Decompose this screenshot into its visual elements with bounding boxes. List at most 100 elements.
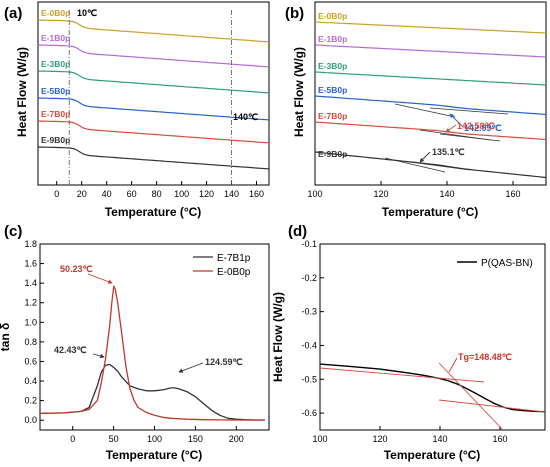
panel-b-xtick-label: 120 bbox=[373, 189, 388, 199]
panel-c-ytick-label: 1.6 bbox=[24, 259, 37, 269]
panel-c-ytick-label: 1.8 bbox=[24, 239, 37, 249]
tangent-d-step bbox=[438, 362, 504, 431]
panel-d-xtick-label: 120 bbox=[372, 434, 387, 444]
panel-c-ylabel: tan δ bbox=[0, 323, 12, 352]
panel-d: (d) 100 120 140 160 -0.6 -0.5 -0.4 -0.3 -0.2 -0.1… bbox=[271, 223, 546, 462]
panel-b-curve-e-0b0p bbox=[314, 21, 547, 34]
panel-b-arrow-0 bbox=[449, 113, 463, 127]
panel-c-ytick-label: 0.8 bbox=[24, 337, 37, 347]
panel-d-annot-leader bbox=[448, 357, 458, 373]
panel-a-annot-10: 10℃ bbox=[77, 8, 97, 18]
panel-d-frame bbox=[319, 243, 546, 431]
panel-d-xtick-label: 160 bbox=[492, 434, 507, 444]
panel-c-label: (c) bbox=[4, 223, 22, 240]
panel-d-xtick-label: 140 bbox=[432, 434, 447, 444]
panel-a-curve-e-9b0p bbox=[37, 146, 270, 170]
panel-c-ticks: 0 50 100 150 200 0.0 0.2 0.4 0.6 0.8 1.0 1.2 1.4 1.6 1… bbox=[24, 239, 243, 444]
panel-d-label: (d) bbox=[288, 223, 307, 240]
panel-d-ytick-label: -0.6 bbox=[301, 408, 317, 418]
panel-b-curve-e-1b0p bbox=[314, 44, 547, 58]
panel-b-tangents bbox=[384, 103, 509, 173]
panel-b-frame bbox=[314, 1, 547, 186]
panel-c-ytick-label: 0.2 bbox=[24, 396, 37, 406]
panel-b-tangent-0 bbox=[394, 103, 456, 118]
panel-c-xlabel: Temperature (°C) bbox=[106, 448, 203, 462]
panel-a-series-label-e-0b0p: E-0B0p bbox=[41, 8, 70, 18]
panel-a-series-label-e-3b0p: E-3B0p bbox=[41, 59, 70, 69]
panel-a-xlabel: Temperature (°C) bbox=[105, 205, 202, 219]
panel-c-arrow-peak2 bbox=[178, 362, 204, 373]
panel-b-series-label-e-9b0p: E-9B0p bbox=[318, 149, 347, 159]
panel-b-xtick-label: 160 bbox=[505, 189, 520, 199]
panel-b-annot-e5: 142.99℃ bbox=[464, 123, 502, 133]
panel-c-ytick-label: 0.4 bbox=[24, 376, 37, 386]
panel-a-xtick-label: 40 bbox=[102, 189, 112, 199]
panel-b-curve-e-7b0p bbox=[314, 121, 547, 141]
panel-c-curve-e-0b0p bbox=[39, 285, 265, 421]
panel-d-tangents bbox=[319, 362, 546, 431]
panel-b-tangent-1 bbox=[439, 133, 501, 142]
panel-b-curve-e-9b0p bbox=[314, 151, 547, 179]
panel-a-label: (a) bbox=[4, 5, 22, 22]
panel-a-xtick-label: 60 bbox=[127, 189, 137, 199]
panel-c-xtick-label: 50 bbox=[109, 434, 119, 444]
panel-c-ytick-label: 0.6 bbox=[24, 356, 37, 366]
legend-label-e0b0p: E-0B0p bbox=[217, 267, 251, 278]
panel-a-xtick-label: 80 bbox=[152, 189, 162, 199]
panel-b-curve-e-3b0p bbox=[314, 71, 547, 86]
panel-a-xtick-label: 20 bbox=[77, 189, 87, 199]
panel-b-curves: E-0B0p E-1B0p E-3B0p E-5B0p E-7B0p E-9B0p bbox=[314, 11, 547, 179]
tangent-d-final bbox=[438, 399, 546, 413]
panel-b-series-label-e-5b0p: E-5B0p bbox=[318, 85, 347, 95]
legend-label-e7b1p: E-7B1p bbox=[217, 253, 251, 264]
panel-a-xtick-label: 140 bbox=[224, 189, 239, 199]
panel-a-series-label-e-9b0p: E-9B0p bbox=[41, 135, 70, 145]
tangent-d-baseline bbox=[319, 367, 485, 383]
panel-b-xlabel: Temperature (°C) bbox=[382, 205, 479, 219]
panel-a-ylabel: Heat Flow (W/g) bbox=[15, 47, 29, 137]
panel-d-ticks: 100 120 140 160 -0.6 -0.5 -0.4 -0.3 -0.2 -0.1 bbox=[301, 239, 507, 444]
panel-a-curves: E-0B0p E-1B0p E-3B0p E-5B0p E-7B0p E-9B0p bbox=[37, 8, 270, 170]
panel-c-annot-peak-red: 50.23℃ bbox=[60, 264, 93, 274]
panel-a-curve-e-7b0p bbox=[37, 120, 270, 144]
panel-a-frame bbox=[37, 1, 270, 186]
panel-a-curve-e-5b0p bbox=[37, 97, 270, 121]
panel-b-ylabel: Heat Flow (W/g) bbox=[292, 47, 306, 137]
panel-b-label: (b) bbox=[285, 5, 304, 22]
panel-c-arrow-black bbox=[92, 353, 105, 359]
panel-c-xtick-label: 200 bbox=[229, 434, 244, 444]
panel-a-xtick-label: 160 bbox=[249, 189, 264, 199]
panel-b: (b) 100 120 140 160 E-0B0p E-1B0p E-3B0p E-5B0… bbox=[285, 1, 547, 219]
panel-d-ylabel: Heat Flow (W/g) bbox=[271, 292, 285, 382]
panel-a-xtick-label: 120 bbox=[199, 189, 214, 199]
panel-c: (c) 0 50 100 150 200 0.0 0.2 0.4 0.6 0.8 1.0 1.2 1.4… bbox=[0, 223, 270, 462]
panel-d-curves bbox=[319, 363, 546, 413]
panel-b-arrow-2 bbox=[419, 151, 431, 163]
panel-b-annot-e7: 142.58℃ bbox=[457, 121, 495, 131]
panel-b-tangent-0 bbox=[429, 107, 509, 115]
panel-b-x-ticks: 100 120 140 160 bbox=[307, 181, 521, 199]
panel-d-xtick-label: 100 bbox=[312, 434, 327, 444]
panel-b-series-label-e-0b0p: E-0B0p bbox=[318, 11, 347, 21]
panel-b-series-label-e-7b0p: E-7B0p bbox=[318, 111, 347, 121]
panel-a-x-ticks: 0 20 40 60 80 100 120 140 160 bbox=[54, 181, 264, 199]
panel-a-vlines bbox=[68, 10, 232, 185]
panel-c-xtick-label: 0 bbox=[70, 434, 75, 444]
panel-b-tangent-2 bbox=[409, 161, 471, 171]
legend-label-pqasbn: P(QAS-BN) bbox=[481, 258, 533, 269]
panel-c-ytick-label: 1.0 bbox=[24, 317, 37, 327]
panel-c-curve-e-7b1p bbox=[39, 363, 265, 421]
panel-d-legend: P(QAS-BN) bbox=[457, 258, 533, 269]
panel-c-xtick-label: 100 bbox=[147, 434, 162, 444]
panel-c-arrow-red bbox=[87, 273, 113, 284]
panel-d-curve-p-qas-bn bbox=[319, 363, 546, 413]
panel-b-xtick-label: 140 bbox=[439, 189, 454, 199]
panel-c-annot-peak2: 124.59℃ bbox=[205, 357, 243, 367]
panel-c-legend: E-7B1p E-0B0p bbox=[193, 253, 251, 278]
panel-d-ytick-label: -0.5 bbox=[301, 374, 317, 384]
panel-d-annot-tg: Tg=148.48℃ bbox=[458, 352, 512, 362]
panel-c-ytick-label: 1.4 bbox=[24, 278, 37, 288]
panel-d-xlabel: Temperature (°C) bbox=[384, 448, 481, 462]
panel-c-annot-peak-black: 42.43℃ bbox=[54, 345, 87, 355]
